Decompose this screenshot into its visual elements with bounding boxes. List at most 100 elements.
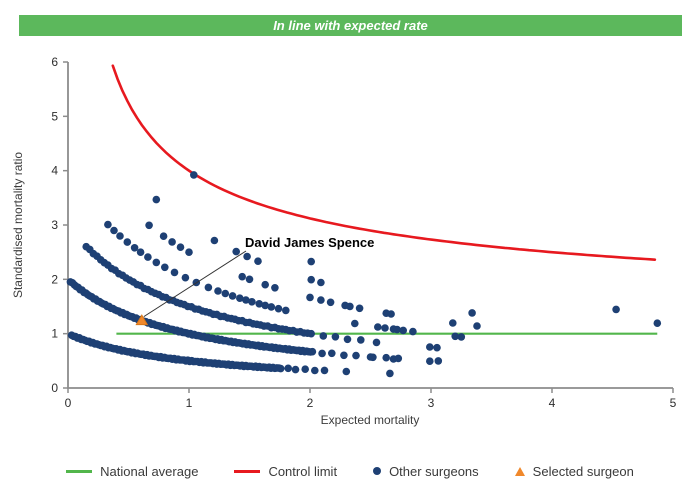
other-surgeon-point bbox=[320, 366, 329, 375]
annotation-line bbox=[143, 250, 247, 318]
other-surgeon-point bbox=[254, 257, 262, 266]
y-tick-label: 6 bbox=[51, 55, 58, 69]
other-surgeon-point bbox=[228, 292, 237, 300]
other-surgeon-point bbox=[457, 333, 466, 341]
other-surgeon-point bbox=[261, 301, 270, 310]
other-surgeon-point bbox=[261, 280, 270, 289]
other-surgeon-point bbox=[326, 298, 335, 307]
y-tick-label: 2 bbox=[51, 272, 58, 286]
other-surgeon-point bbox=[355, 304, 364, 313]
other-surgeon-point bbox=[357, 336, 365, 344]
other-surgeon-point bbox=[399, 326, 408, 335]
y-tick-label: 1 bbox=[51, 327, 58, 341]
x-tick-label: 1 bbox=[186, 396, 193, 410]
other-surgeon-point bbox=[204, 283, 213, 292]
other-surgeon-point bbox=[242, 296, 250, 304]
chart-legend: National average Control limit Other sur… bbox=[0, 459, 700, 483]
other-surgeon-point bbox=[352, 351, 360, 360]
other-surgeon-point bbox=[340, 351, 348, 360]
other-surgeon-point bbox=[282, 306, 290, 315]
legend-label: National average bbox=[100, 463, 199, 479]
other-surgeon-point bbox=[291, 365, 300, 374]
y-tick-label: 0 bbox=[51, 381, 58, 395]
axes bbox=[67, 62, 673, 389]
other-surgeon-point bbox=[274, 304, 283, 313]
legend-label: Selected surgeon bbox=[532, 463, 634, 479]
selected-surgeon-label: David James Spence bbox=[245, 235, 374, 250]
x-tick-label: 5 bbox=[670, 396, 677, 410]
other-surgeon-point bbox=[346, 302, 354, 311]
other-surgeon-point bbox=[210, 236, 219, 245]
other-surgeon-point bbox=[276, 364, 285, 373]
other-surgeon-point bbox=[387, 310, 395, 318]
other-surgeon-point bbox=[409, 327, 417, 336]
plot-svg: 0 1 2 3 4 5 6 0 1 2 3 4 5 Standardised mortality rat… bbox=[11, 55, 677, 427]
other-surgeon-point bbox=[382, 353, 391, 362]
other-surgeon-point bbox=[144, 253, 152, 261]
legend-item-national-average: National average bbox=[66, 464, 198, 479]
x-tick-label: 0 bbox=[65, 396, 72, 410]
other-surgeon-point bbox=[123, 238, 132, 246]
other-surgeon-point bbox=[301, 365, 310, 374]
other-surgeon-point bbox=[393, 325, 401, 334]
other-surgeon-point bbox=[267, 303, 276, 311]
legend-item-control-limit: Control limit bbox=[234, 464, 337, 479]
selected-surgeon-marker bbox=[135, 314, 149, 326]
y-tick-label: 4 bbox=[51, 164, 58, 178]
other-surgeon-point bbox=[221, 289, 230, 298]
other-surgeon-point bbox=[161, 263, 169, 272]
red-line-icon bbox=[234, 469, 261, 473]
other-surgeon-point bbox=[243, 252, 251, 261]
x-tick-label: 2 bbox=[307, 396, 314, 410]
other-surgeon-point bbox=[214, 287, 222, 295]
other-surgeon-point bbox=[306, 293, 314, 302]
funnel-plot: 0 1 2 3 4 5 6 0 1 2 3 4 5 Standardised mortality rat… bbox=[11, 55, 677, 427]
other-surgeon-point bbox=[232, 247, 240, 256]
other-surgeon-point bbox=[116, 232, 124, 240]
legend-label: Control limit bbox=[268, 463, 338, 479]
other-surgeon-point bbox=[473, 322, 481, 330]
other-surgeon-point bbox=[307, 329, 316, 338]
other-surgeon-point bbox=[369, 353, 377, 362]
orange-triangle-icon bbox=[514, 466, 525, 476]
other-surgeon-point bbox=[331, 333, 340, 341]
other-surgeon-point bbox=[653, 319, 662, 328]
other-surgeon-point bbox=[136, 248, 145, 256]
other-surgeon-point bbox=[394, 354, 403, 363]
other-surgeon-point bbox=[426, 343, 434, 351]
other-surgeon-point bbox=[104, 220, 112, 229]
other-surgeon-point bbox=[159, 232, 168, 240]
other-surgeon-point bbox=[307, 257, 316, 266]
x-tick-label: 4 bbox=[549, 396, 556, 410]
legend-label: Other surgeons bbox=[389, 463, 479, 479]
other-surgeon-point bbox=[110, 226, 118, 235]
chart-layers: 0 1 2 3 4 5 6 0 1 2 3 4 5 bbox=[51, 55, 676, 410]
y-axis-title: Standardised mortality ratio bbox=[11, 152, 25, 298]
other-surgeon-point bbox=[434, 357, 443, 365]
other-surgeon-point bbox=[451, 332, 460, 341]
other-surgeon-point bbox=[152, 258, 161, 267]
other-surgeon-point bbox=[317, 296, 325, 304]
other-surgeon-point bbox=[308, 347, 317, 356]
other-surgeon-point bbox=[152, 195, 161, 204]
other-surgeon-point bbox=[271, 284, 279, 292]
legend-item-other-surgeons: Other surgeons bbox=[373, 464, 479, 479]
other-surgeon-point bbox=[284, 364, 293, 373]
other-surgeon-point bbox=[248, 298, 256, 306]
other-surgeon-point bbox=[351, 319, 359, 328]
other-surgeon-point bbox=[319, 332, 328, 340]
green-line-icon bbox=[66, 469, 93, 473]
other-surgeon-point bbox=[342, 367, 351, 376]
other-surgeon-point bbox=[255, 300, 263, 308]
other-surgeon-point bbox=[328, 349, 336, 358]
other-surgeon-point bbox=[238, 272, 246, 281]
other-surgeon-point bbox=[168, 238, 176, 246]
other-surgeon-point bbox=[170, 268, 179, 277]
other-surgeon-point bbox=[374, 323, 382, 331]
other-surgeon-point bbox=[468, 309, 476, 317]
x-tick-label: 3 bbox=[428, 396, 435, 410]
other-surgeon-point bbox=[372, 338, 381, 347]
other-surgeon-point bbox=[426, 357, 434, 366]
other-surgeon-point bbox=[311, 366, 319, 375]
other-surgeon-point bbox=[386, 369, 394, 378]
